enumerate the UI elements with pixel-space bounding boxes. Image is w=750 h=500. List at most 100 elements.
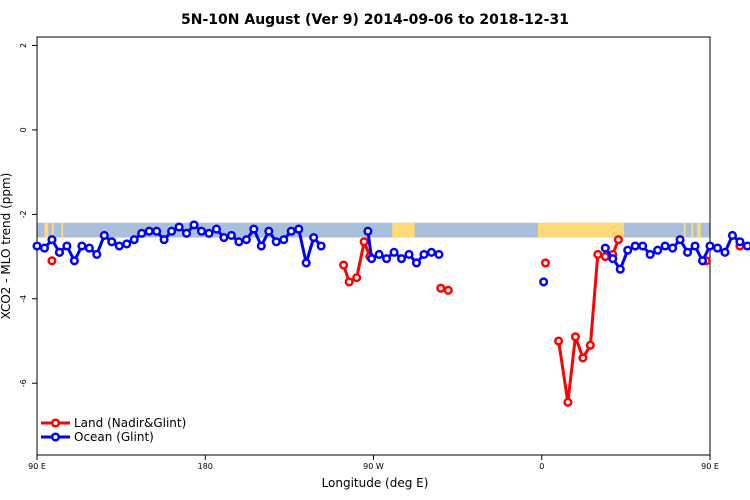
ocean-point <box>630 241 640 251</box>
ocean-point <box>727 230 737 240</box>
ocean-point <box>404 249 414 259</box>
land-point <box>344 277 354 287</box>
ocean-point <box>196 226 207 236</box>
y-tick-label: -6 <box>19 379 28 387</box>
ocean-point <box>249 224 259 234</box>
land-band <box>61 222 64 238</box>
ocean-point <box>735 237 745 247</box>
ocean-point <box>54 247 64 257</box>
ocean-point <box>434 249 444 259</box>
land-point <box>359 237 369 247</box>
land-band <box>683 222 686 238</box>
land-band <box>538 222 625 238</box>
ocean-point <box>712 243 723 253</box>
y-axis-ticks: 2 0 -2 -4 -6 <box>19 43 37 387</box>
series-layer <box>32 220 750 407</box>
ocean-point <box>144 226 154 236</box>
legend: Land (Nadir&Glint)Ocean (Glint) <box>41 416 186 444</box>
land-point <box>339 260 349 270</box>
land-point <box>578 353 588 363</box>
ocean-point <box>159 235 169 245</box>
ocean-point <box>241 235 251 245</box>
land-band <box>392 222 415 238</box>
chart-title: 5N-10N August (Ver 9) 2014-09-06 to 2018… <box>181 12 569 28</box>
land-series-line <box>557 239 620 404</box>
ocean-point <box>107 237 117 247</box>
ocean-point <box>720 247 730 257</box>
legend-ocean-marker <box>50 432 61 442</box>
ocean-point <box>645 249 655 259</box>
land-point <box>585 340 595 350</box>
ocean-point <box>182 228 192 238</box>
land-band <box>691 222 694 238</box>
ocean-point <box>286 226 296 236</box>
legend-ocean-label: Ocean (Glint) <box>74 430 154 444</box>
ocean-point <box>99 230 109 240</box>
ocean-point <box>367 254 377 264</box>
ocean-point <box>697 256 708 266</box>
ocean-point <box>189 220 199 230</box>
ocean-point <box>47 235 57 245</box>
ocean-point <box>226 230 236 240</box>
x-tick-label: 90 W <box>363 462 384 471</box>
ocean-point <box>92 249 102 259</box>
ocean-point <box>309 233 319 243</box>
ocean-point <box>411 258 422 268</box>
ocean-point <box>668 243 678 253</box>
ocean-point <box>374 249 384 259</box>
ocean-point <box>256 241 266 251</box>
land-band <box>696 222 701 238</box>
ocean-point <box>539 277 549 287</box>
ocean-point <box>167 226 177 236</box>
ocean-point <box>690 241 700 251</box>
x-tick-label: 0 <box>539 462 544 471</box>
ocean-point <box>363 226 373 236</box>
ocean-point <box>316 241 326 251</box>
ocean-point <box>419 249 429 259</box>
y-tick-label: 2 <box>19 43 28 48</box>
ocean-point <box>660 241 670 251</box>
x-axis-ticks: 90 E 180 90 W 0 90 E <box>28 455 719 471</box>
ocean-point <box>114 241 124 251</box>
ocean-point <box>426 247 437 257</box>
ocean-point <box>294 224 304 234</box>
ocean-point <box>271 237 281 247</box>
land-point <box>563 397 573 407</box>
land-point <box>613 235 623 245</box>
ocean-point <box>264 226 274 236</box>
ocean-point <box>77 241 87 251</box>
ocean-point <box>382 254 392 264</box>
ocean-point <box>683 247 693 257</box>
ocean-point <box>396 254 407 264</box>
ocean-point <box>32 241 42 251</box>
ocean-point <box>174 222 184 232</box>
ocean-point <box>62 241 72 251</box>
land-point <box>443 285 453 295</box>
ocean-point <box>84 243 94 253</box>
ocean-point <box>742 241 750 251</box>
land-point <box>570 332 580 342</box>
ocean-point <box>623 245 633 255</box>
ocean-point <box>705 241 715 251</box>
ocean-point <box>129 235 139 245</box>
ocean-point <box>39 243 50 253</box>
ocean-series <box>32 220 750 287</box>
ocean-point <box>219 233 229 243</box>
ocean-point <box>69 256 79 266</box>
ocean-point <box>279 235 289 245</box>
y-tick-label: -2 <box>19 210 28 218</box>
ocean-point <box>204 228 214 238</box>
land-point <box>540 258 551 268</box>
x-tick-label: 90 E <box>28 462 46 471</box>
land-band <box>44 222 49 238</box>
y-axis-label: XCO2 - MLO trend (ppm) <box>0 173 13 320</box>
ocean-point <box>615 264 625 274</box>
x-axis-label: Longitude (deg E) <box>322 476 429 490</box>
land-point <box>436 283 446 293</box>
x-tick-label: 180 <box>198 462 213 471</box>
ocean-point <box>638 241 648 251</box>
ocean-point <box>234 237 244 247</box>
y-tick-label: 0 <box>19 127 28 132</box>
ocean-point <box>122 239 132 249</box>
